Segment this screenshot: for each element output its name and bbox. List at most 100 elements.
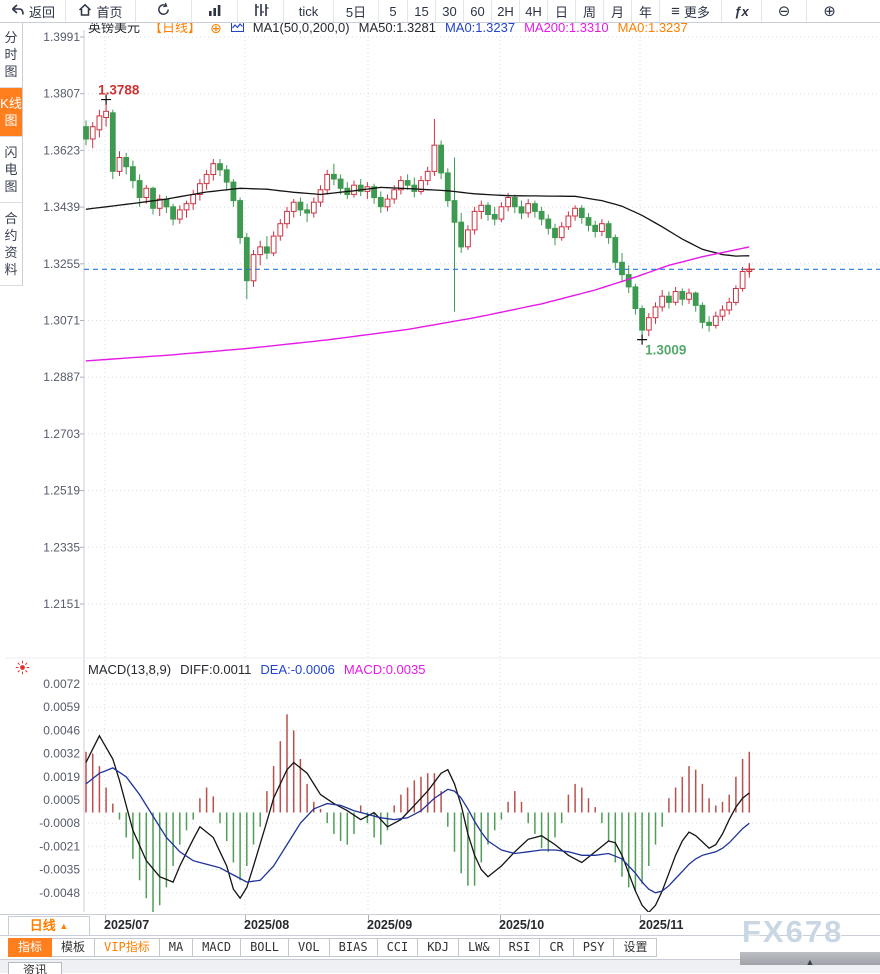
svg-text:1.3807: 1.3807: [43, 87, 80, 101]
svg-text:-0.0008: -0.0008: [39, 816, 80, 830]
period-selector[interactable]: 日线 ▲: [8, 916, 90, 936]
zoom-in-icon: ⊕: [823, 2, 836, 20]
toolbar-button-zoom-out[interactable]: ⊖: [762, 0, 807, 22]
toolbar-button-back[interactable]: 返回: [0, 0, 66, 22]
mini-chart-icon: [230, 21, 244, 35]
tab-BIAS[interactable]: BIAS: [329, 938, 378, 957]
toolbar-button-5day[interactable]: 5日: [334, 0, 379, 22]
macd-diff-value: DIFF:0.0011: [180, 662, 252, 677]
tab-CR[interactable]: CR: [540, 938, 574, 957]
ma200-value: MA200:1.3310: [524, 20, 609, 35]
macd-grid: 0.0072 0.0059 0.0046 0.0032 0.0019 0.0005 -0.0…: [6, 657, 880, 900]
tab-MA[interactable]: MA: [159, 938, 194, 957]
macd-dea-value: DEA:-0.0006: [260, 662, 335, 677]
tab-BOLL[interactable]: BOLL: [241, 938, 289, 957]
price-chart-canvas[interactable]: 1.3991 1.3807 1.3623 1.3439 1.3255 1.3071 1.28…: [0, 22, 880, 912]
chevron-up-icon: ▲: [59, 921, 69, 931]
scroll-up-icon: ▲: [805, 957, 815, 967]
add-overlay-icon[interactable]: ⊕: [210, 20, 222, 36]
svg-text:0.0019: 0.0019: [43, 770, 80, 784]
low-annotation: 1.3009: [637, 334, 686, 358]
toolbar-button-label: 2H: [497, 3, 514, 19]
tab-LW&[interactable]: LW&: [458, 938, 500, 957]
toolbar-button-refresh[interactable]: [136, 0, 192, 22]
toolbar-button-more[interactable]: ≡ 更多: [660, 0, 722, 22]
toolbar-button-label: 首页: [96, 4, 123, 20]
tab-KDJ[interactable]: KDJ: [418, 938, 459, 957]
toolbar-button-fx[interactable]: ƒx: [722, 0, 762, 22]
svg-text:0.0046: 0.0046: [43, 723, 80, 737]
candlestick-icon: [253, 3, 269, 20]
tab-指标[interactable]: 指标: [8, 938, 53, 957]
tab-news[interactable]: 资讯: [8, 962, 62, 974]
toolbar-button-month[interactable]: 月: [604, 0, 632, 22]
macd-diff-line: [85, 734, 750, 912]
axis-tick: [368, 915, 369, 920]
macd-header: MACD(13,8,9) DIFF:0.0011 DEA:-0.0006 MAC…: [88, 663, 425, 677]
toolbar-button-week[interactable]: 周: [576, 0, 604, 22]
toolbar-button-min30[interactable]: 30: [436, 0, 464, 22]
axis-label-2025/09: 2025/09: [367, 918, 413, 932]
macd-value: MACD:0.0035: [343, 662, 426, 677]
tab-模板[interactable]: 模板: [52, 938, 96, 957]
toolbar-button-label: 日: [554, 4, 568, 20]
svg-text:-0.0035: -0.0035: [39, 863, 80, 877]
tab-设置[interactable]: 设置: [614, 938, 658, 957]
ma0-fast-value: MA0:1.3237: [444, 20, 516, 35]
candles: [83, 99, 753, 340]
main-grid: 1.3991 1.3807 1.3623 1.3439 1.3255 1.3071 1.28…: [43, 30, 880, 912]
axis-label-2025/11: 2025/11: [639, 918, 684, 932]
chart-header: 英镑美元 【日线】 ⊕ MA1(50,0,200,0) MA50:1.3281 …: [88, 20, 688, 36]
ma-settings: MA1(50,0,200,0): [252, 20, 350, 35]
ma50-value: MA50:1.3281: [358, 20, 436, 35]
svg-text:-0.0021: -0.0021: [39, 839, 80, 853]
toolbar-button-home[interactable]: 首页: [66, 0, 136, 22]
toolbar-button-label: 更多: [683, 4, 710, 20]
period-label[interactable]: 【日线】: [149, 20, 202, 35]
left-sidebar: 分时图 K线图 闪电图 合约资料: [0, 22, 23, 286]
sidebar-item-K线图[interactable]: K线图: [0, 88, 23, 137]
toolbar-button-candlestick[interactable]: [238, 0, 284, 22]
tab-PSY[interactable]: PSY: [573, 938, 615, 957]
svg-text:1.3071: 1.3071: [43, 314, 80, 328]
tab-MACD[interactable]: MACD: [193, 938, 242, 957]
axis-label-2025/08: 2025/08: [244, 918, 290, 932]
toolbar-button-min60[interactable]: 60: [464, 0, 492, 22]
live-blink-icon: [15, 660, 30, 680]
svg-text:1.3623: 1.3623: [43, 143, 80, 157]
toolbar-button-label: ƒx: [734, 3, 749, 19]
sidebar-item-合约资料[interactable]: 合约资料: [0, 203, 23, 286]
sidebar-item-分时图[interactable]: 分时图: [0, 22, 23, 88]
tab-VOL[interactable]: VOL: [288, 938, 330, 957]
ma50-line: [85, 186, 750, 257]
svg-text:1.2703: 1.2703: [43, 427, 80, 441]
toolbar-button-min5[interactable]: 5: [379, 0, 408, 22]
zoom-out-icon: ⊖: [777, 2, 791, 20]
toolbar-button-bar-chart[interactable]: [192, 0, 238, 22]
current-price-marker: [744, 264, 755, 275]
toolbar-button-year[interactable]: 年: [632, 0, 660, 22]
toolbar-button-label: 15: [414, 3, 429, 19]
toolbar-button-label: 周: [582, 4, 596, 20]
toolbar-button-label: 5日: [345, 4, 367, 20]
tab-VIP指标[interactable]: VIP指标: [95, 938, 160, 957]
ma200-line: [85, 246, 750, 362]
svg-text:1.3255: 1.3255: [43, 257, 80, 271]
svg-text:0.0072: 0.0072: [43, 677, 80, 691]
tab-CCI[interactable]: CCI: [377, 938, 419, 957]
toolbar-button-label: tick: [298, 3, 319, 19]
toolbar-button-zoom-in[interactable]: ⊕: [807, 0, 852, 22]
toolbar-button-tick[interactable]: tick: [284, 0, 334, 22]
toolbar-button-hour4[interactable]: 4H: [520, 0, 548, 22]
sidebar-item-闪电图[interactable]: 闪电图: [0, 137, 23, 203]
tab-RSI[interactable]: RSI: [499, 938, 541, 957]
svg-text:1.2151: 1.2151: [43, 597, 80, 611]
toolbar-button-hour2[interactable]: 2H: [492, 0, 520, 22]
svg-text:1.3439: 1.3439: [43, 200, 80, 214]
toolbar-button-min15[interactable]: 15: [408, 0, 436, 22]
high-annotation: 1.3788: [98, 83, 140, 105]
toolbar-button-day[interactable]: 日: [548, 0, 576, 22]
macd-formula: MACD(13,8,9): [88, 662, 172, 677]
toolbar-button-label: 60: [470, 3, 485, 19]
panel-scrollbar[interactable]: ▲: [740, 952, 880, 967]
